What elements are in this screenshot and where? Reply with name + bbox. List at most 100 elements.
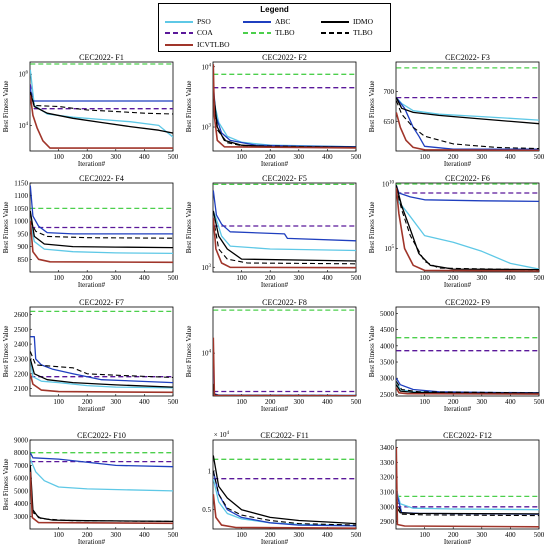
- series-group-f4: [30, 185, 173, 264]
- chart-title-f5: CEC2022- F5: [262, 174, 307, 183]
- series-tlbo2-f7: [30, 351, 173, 379]
- y-tick-label-f1-1: 106: [19, 71, 29, 79]
- x-axis-label-f4: Iteration#: [78, 281, 106, 289]
- series-group-f11: [213, 455, 356, 529]
- legend-swatch-icvtlbo: [165, 44, 193, 46]
- plot-frame-f6: [395, 182, 540, 273]
- y-tick-label-f12-2: 3100: [380, 488, 395, 496]
- legend-entry-pso: PSO: [165, 17, 245, 27]
- legend-swatch-abc: [243, 21, 271, 23]
- x-tick-label-f11-100: 100: [236, 531, 247, 539]
- series-icvtlbo-f3: [396, 112, 539, 151]
- x-tick-label-f10-100: 100: [53, 531, 64, 539]
- legend-label-abc: ABC: [275, 17, 291, 26]
- x-axis-label-f8: Iteration#: [261, 405, 289, 413]
- series-idmo-f5: [213, 210, 356, 262]
- y-axis-label-f2: Best Fitness Value: [185, 81, 193, 133]
- x-tick-label-f8-200: 200: [265, 398, 276, 406]
- x-tick-label-f8-300: 300: [294, 398, 305, 406]
- y-tick-label-f7-3: 2400: [14, 341, 29, 349]
- y-tick-label-f12-3: 3200: [380, 474, 395, 482]
- legend-swatch-pso: [165, 21, 193, 23]
- y-tick-label-f6-0: 105: [385, 245, 395, 253]
- chart-f2: CEC2022- F2 100 200 300 400 500 Iteration# 103 1…: [185, 53, 362, 168]
- y-tick-label-f10-1: 4000: [14, 500, 29, 508]
- y-tick-label-f4-4: 1050: [14, 205, 29, 213]
- x-tick-label-f3-200: 200: [448, 153, 459, 161]
- series-icvtlbo-f9: [396, 387, 539, 395]
- plot-frame-f8: [212, 306, 357, 397]
- legend-swatch-tlbo-green: [243, 32, 271, 34]
- series-icvtlbo-f7: [30, 373, 173, 394]
- series-group-f7: [30, 310, 173, 394]
- y-axis-label-f9: Best Fitness Value: [368, 326, 376, 378]
- y-tick-label-f1-0: 104: [19, 122, 29, 130]
- series-group-f3: [396, 67, 539, 151]
- y-tick-label-f5-0: 103: [202, 264, 212, 272]
- x-tick-label-f10-500: 500: [168, 531, 179, 539]
- series-group-f6: [396, 183, 539, 272]
- legend-label-icvtlbo: ICVTLBO: [197, 40, 230, 49]
- y-axis-label-f3: Best Fitness Value: [368, 81, 376, 133]
- x-axis-label-f10: Iteration#: [78, 538, 106, 546]
- legend-title: Legend: [260, 5, 289, 14]
- plot-frame-f4: [29, 182, 174, 273]
- x-axis-label-f7: Iteration#: [78, 405, 106, 413]
- y-tick-label-f10-5: 8000: [14, 449, 29, 457]
- x-tick-label-f2-200: 200: [265, 153, 276, 161]
- y-tick-label-f10-2: 5000: [14, 487, 29, 495]
- x-tick-label-f1-100: 100: [53, 153, 64, 161]
- y-tick-label-f8-0: 104: [202, 350, 212, 358]
- x-tick-label-f1-200: 200: [82, 153, 93, 161]
- x-tick-label-f8-500: 500: [351, 398, 362, 406]
- legend-entry-idmo: IDMO: [321, 17, 401, 27]
- y-tick-label-f4-0: 850: [18, 256, 29, 264]
- legend-label-tlbo-black: TLBO: [353, 28, 373, 37]
- x-tick-label-f3-400: 400: [505, 153, 516, 161]
- x-axis-label-f6: Iteration#: [444, 281, 472, 289]
- x-tick-label-f5-200: 200: [265, 274, 276, 282]
- chart-f1: CEC2022- F1 100 200 300 400 500 Iteration# 104 1…: [2, 53, 179, 168]
- series-idmo-f3: [396, 97, 539, 125]
- series-tlbo2-f1: [30, 91, 173, 115]
- series-pso-f12: [396, 488, 539, 511]
- y-axis-label-f7: Best Fitness Value: [2, 326, 10, 378]
- y-tick-label-f11-1: 0.5: [202, 506, 211, 514]
- series-group-f12: [396, 447, 539, 528]
- x-tick-label-f2-100: 100: [236, 153, 247, 161]
- y-tick-label-f2-1: 104: [202, 63, 212, 71]
- x-tick-label-f9-500: 500: [534, 398, 545, 406]
- y-multiplier-f11: × 104: [214, 431, 230, 439]
- chart-title-f9: CEC2022- F9: [445, 298, 490, 307]
- x-tick-label-f3-500: 500: [534, 153, 545, 161]
- x-axis-label-f12: Iteration#: [444, 538, 472, 546]
- series-group-f5: [213, 183, 356, 269]
- chart-title-f1: CEC2022- F1: [79, 53, 124, 62]
- y-axis-label-f10: Best Fitness Value: [2, 459, 10, 511]
- series-pso-f7: [30, 358, 173, 389]
- chart-f6: CEC2022- F6 100 200 300 400 500 Iteration# 105 1…: [368, 174, 545, 289]
- plot-frame-f2: [212, 61, 357, 152]
- y-axis-label-f5: Best Fitness Value: [185, 202, 193, 254]
- series-abc-f4: [30, 185, 173, 235]
- series-tlbo2-f4: [30, 220, 173, 239]
- y-tick-label-f9-1: 3000: [380, 375, 395, 383]
- plot-frame-f3: [395, 61, 540, 152]
- y-tick-label-f10-0: 3000: [14, 513, 29, 521]
- legend-swatch-coa: [165, 32, 193, 34]
- y-tick-label-f7-0: 2100: [14, 385, 29, 393]
- x-tick-label-f7-500: 500: [168, 398, 179, 406]
- y-axis-label-f1: Best Fitness Value: [2, 81, 10, 133]
- y-tick-label-f7-1: 2200: [14, 370, 29, 378]
- x-tick-label-f5-500: 500: [351, 274, 362, 282]
- x-tick-label-f4-400: 400: [139, 274, 150, 282]
- chart-f8: CEC2022- F8 100 200 300 400 500 Iteration# 104 B…: [185, 298, 362, 413]
- series-icvtlbo-f4: [30, 221, 173, 264]
- series-pso-f10: [30, 458, 173, 492]
- chart-title-f3: CEC2022- F3: [445, 53, 490, 62]
- y-tick-label-f4-3: 1000: [14, 218, 29, 226]
- legend-label-pso: PSO: [197, 17, 211, 26]
- series-tlbo2-f12: [396, 499, 539, 517]
